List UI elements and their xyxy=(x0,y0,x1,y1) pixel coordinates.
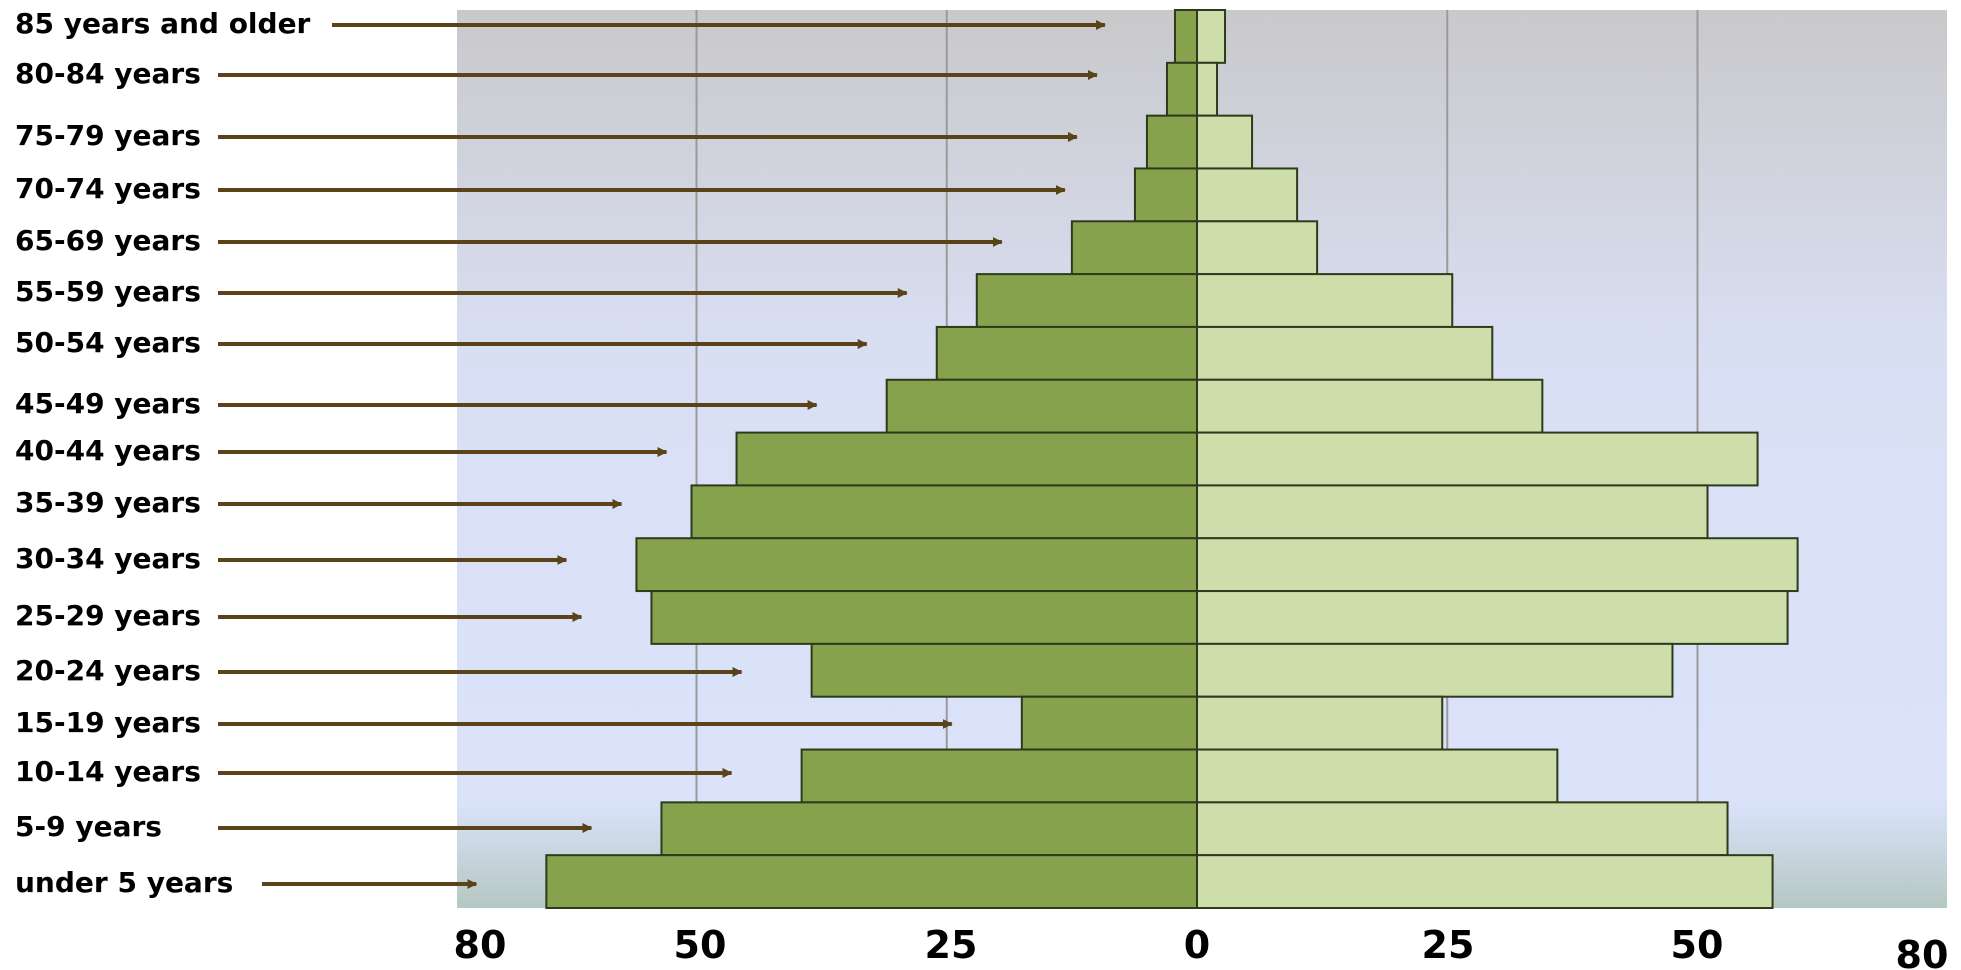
age-label: 5-9 years xyxy=(15,810,162,843)
age-label: 65-69 years xyxy=(15,224,201,257)
bar-left xyxy=(650,590,1198,645)
bar-right xyxy=(1196,9,1227,64)
bar-left xyxy=(800,748,1198,804)
bar-right xyxy=(1196,748,1559,804)
bar-left xyxy=(660,801,1198,857)
age-label: 45-49 years xyxy=(15,387,201,420)
bar-right xyxy=(1196,431,1759,487)
bar-right xyxy=(1196,854,1774,909)
bar-right xyxy=(1196,537,1799,593)
bar-right xyxy=(1196,114,1254,170)
tick-label: 0 xyxy=(1184,923,1210,967)
bar-left xyxy=(690,484,1198,540)
age-label: 25-29 years xyxy=(15,599,201,632)
age-label: 20-24 years xyxy=(15,654,201,687)
bar-right xyxy=(1196,590,1789,645)
tick-label: 50 xyxy=(1671,923,1724,967)
age-label: 35-39 years xyxy=(15,486,201,519)
bar-left xyxy=(885,378,1198,434)
bar-left xyxy=(545,854,1198,909)
bar-left xyxy=(975,273,1199,328)
bar-right xyxy=(1196,378,1544,434)
bar-left xyxy=(935,325,1198,381)
bar-right xyxy=(1196,801,1729,857)
tick-label: 50 xyxy=(674,923,727,967)
tick-label: 80 xyxy=(1896,933,1949,970)
age-label: 40-44 years xyxy=(15,434,201,467)
age-label: under 5 years xyxy=(15,866,233,899)
bar-right xyxy=(1196,273,1454,328)
bar-left xyxy=(1165,61,1198,117)
bar-left xyxy=(1145,114,1198,170)
bars xyxy=(545,9,1799,909)
age-label: 75-79 years xyxy=(15,119,201,152)
bar-left xyxy=(1070,220,1198,276)
bar-left xyxy=(1173,9,1199,64)
bar-left xyxy=(635,537,1198,593)
age-labels: 85 years and older 80-84 years 75-79 years… xyxy=(15,7,311,899)
age-label: 15-19 years xyxy=(15,706,201,739)
bar-right xyxy=(1196,61,1219,117)
tick-label: 25 xyxy=(1422,923,1475,967)
bar-left xyxy=(1133,167,1198,223)
age-label: 85 years and older xyxy=(15,7,311,40)
age-label: 10-14 years xyxy=(15,755,201,788)
bar-left xyxy=(735,431,1198,487)
age-label: 55-59 years xyxy=(15,275,201,308)
age-label: 70-74 years xyxy=(15,172,201,205)
bar-right xyxy=(1196,695,1444,751)
age-label: 50-54 years xyxy=(15,326,201,359)
age-label: 30-34 years xyxy=(15,542,201,575)
age-label: 80-84 years xyxy=(15,57,201,90)
bar-left xyxy=(1020,695,1199,751)
arrows xyxy=(218,20,1106,889)
bar-right xyxy=(1196,167,1299,223)
tick-label: 25 xyxy=(925,923,978,967)
bar-right xyxy=(1196,325,1494,381)
bar-right xyxy=(1196,484,1709,540)
bar-right xyxy=(1196,220,1319,276)
bar-left xyxy=(810,642,1198,698)
x-axis-ticks: 80 50 25 0 25 50 80 xyxy=(454,923,1949,970)
tick-label: 80 xyxy=(454,923,507,967)
bar-right xyxy=(1196,642,1674,698)
